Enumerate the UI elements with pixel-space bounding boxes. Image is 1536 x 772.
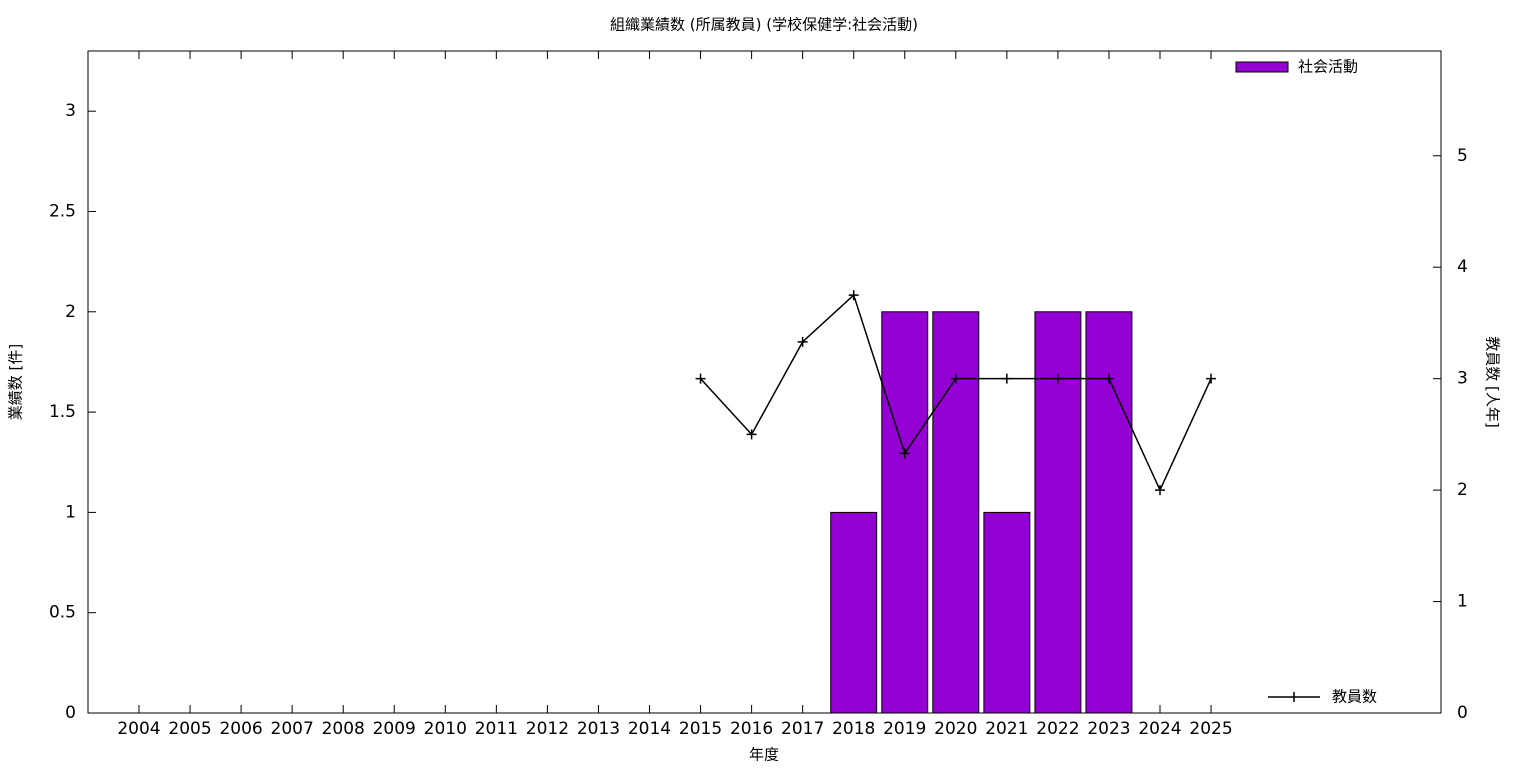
y-tick-label: 0.5 — [49, 603, 76, 623]
y2-tick-label: 0 — [1457, 703, 1468, 723]
point — [1155, 485, 1165, 496]
point — [1001, 373, 1012, 384]
y2-tick-label: 5 — [1457, 146, 1468, 166]
x-tick-label: 2024 — [1138, 719, 1181, 739]
x-tick-label: 2008 — [322, 719, 365, 739]
point — [1052, 373, 1063, 384]
x-tick-label: 2019 — [883, 719, 926, 739]
bar — [830, 511, 878, 714]
legend-label: 社会活動 — [1298, 58, 1358, 76]
x-tick-label: 2025 — [1189, 719, 1232, 739]
x-tick-label: 2004 — [117, 719, 160, 739]
x-tick-label: 2021 — [985, 719, 1028, 739]
legend-swatch — [1235, 61, 1289, 73]
legend-label: 教員数 — [1332, 688, 1377, 706]
x-tick-label: 2018 — [832, 719, 875, 739]
point — [950, 373, 961, 384]
point — [695, 373, 706, 384]
bar — [1085, 311, 1133, 714]
x-tick-label: 2005 — [168, 719, 211, 739]
x-tick-label: 2009 — [373, 719, 416, 739]
point — [1206, 373, 1217, 384]
x-tick-label: 2010 — [424, 719, 467, 739]
x-axis-label: 年度 — [749, 746, 779, 764]
x-tick-label: 2014 — [628, 719, 671, 739]
y2-tick-label: 2 — [1457, 480, 1468, 500]
y-tick-label: 1 — [65, 502, 76, 522]
y-tick-label: 3 — [65, 101, 76, 121]
y2-tick-label: 1 — [1457, 592, 1468, 612]
y-tick-label: 1.5 — [49, 402, 76, 422]
bar — [983, 511, 1031, 714]
point — [797, 336, 808, 347]
x-tick-label: 2007 — [271, 719, 314, 739]
bar — [1034, 311, 1082, 714]
plot-frame — [87, 50, 1442, 714]
x-tick-label: 2011 — [475, 719, 518, 739]
x-tick-label: 2020 — [934, 719, 977, 739]
point — [899, 448, 910, 459]
x-tick-label: 2023 — [1087, 719, 1130, 739]
y-tick-label: 2.5 — [49, 201, 76, 221]
y-axis-label: 業績数 [件] — [7, 344, 25, 420]
y2-axis-label: 教員数 [人年] — [1484, 336, 1502, 427]
x-tick-label: 2013 — [577, 719, 620, 739]
x-tick-label: 2022 — [1036, 719, 1079, 739]
point — [746, 429, 757, 440]
y2-tick-label: 4 — [1457, 257, 1468, 277]
x-tick-label: 2012 — [526, 719, 569, 739]
x-tick-label: 2016 — [730, 719, 773, 739]
x-tick-label: 2006 — [219, 719, 262, 739]
y-tick-label: 2 — [65, 302, 76, 322]
point — [848, 290, 859, 301]
chart-title: 組織業績数 (所属教員) (学校保健学:社会活動) — [610, 16, 918, 34]
y2-tick-label: 3 — [1457, 369, 1468, 389]
bar — [881, 311, 929, 714]
y-tick-label: 0 — [65, 703, 76, 723]
point — [1103, 373, 1114, 384]
bar — [932, 311, 980, 714]
legend-line — [1268, 692, 1320, 702]
x-tick-label: 2017 — [781, 719, 824, 739]
x-tick-label: 2015 — [679, 719, 722, 739]
